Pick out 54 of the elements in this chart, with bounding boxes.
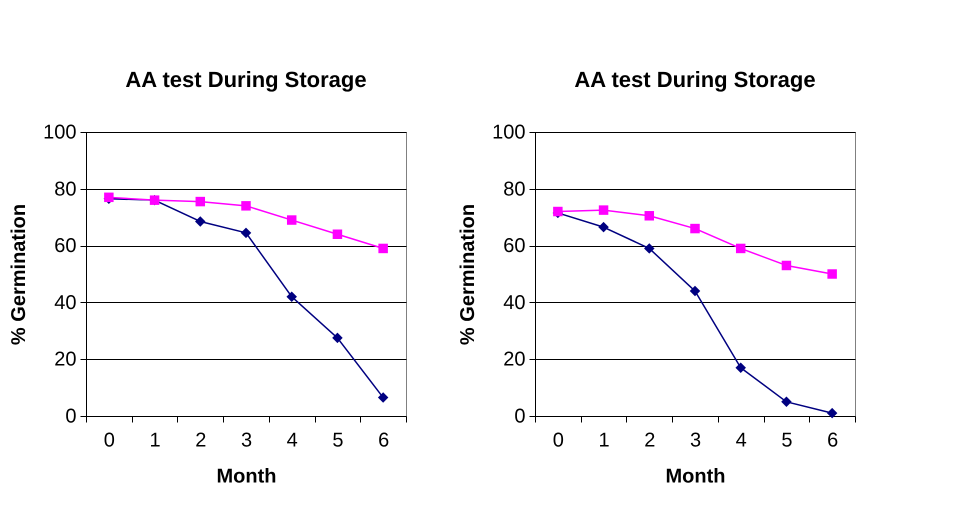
y-tick-label: 0 xyxy=(65,406,76,428)
chart-title: AA test During Storage xyxy=(125,67,367,92)
x-tick-label: 6 xyxy=(378,430,390,452)
point xyxy=(644,211,654,221)
point xyxy=(378,392,388,403)
point xyxy=(196,196,206,206)
y-tick-label: 80 xyxy=(54,178,76,200)
point xyxy=(781,396,792,408)
x-tick-label: 4 xyxy=(286,430,298,452)
point xyxy=(195,216,206,227)
x-tick-label: 3 xyxy=(690,430,702,452)
point xyxy=(378,244,388,254)
x-tick-label: 5 xyxy=(332,430,344,452)
y-tick-label: 40 xyxy=(503,292,526,314)
x-tick-label: 1 xyxy=(150,430,161,452)
x-tick-label: 1 xyxy=(598,430,610,452)
point xyxy=(690,286,700,296)
y-tick-label: 20 xyxy=(54,348,76,371)
x-axis-title: Month xyxy=(666,466,726,488)
point xyxy=(241,201,251,211)
point xyxy=(827,269,837,279)
point xyxy=(598,222,609,232)
y-axis-title: % Germination xyxy=(457,204,480,346)
x-tick-label: 2 xyxy=(195,430,206,452)
x-tick-label: 3 xyxy=(240,430,252,452)
point xyxy=(782,260,792,270)
y-tick-label: 20 xyxy=(503,348,526,371)
point xyxy=(598,205,608,215)
point xyxy=(690,224,700,234)
y-tick-label: 0 xyxy=(514,406,526,428)
point xyxy=(286,215,296,225)
y-tick-label: 60 xyxy=(503,235,526,258)
x-tick-label: 2 xyxy=(644,430,656,452)
point xyxy=(735,362,746,373)
x-tick-label: 0 xyxy=(104,430,115,452)
point xyxy=(286,291,297,302)
x-tick-label: 5 xyxy=(781,430,792,452)
point xyxy=(644,243,655,254)
y-tick-label: 80 xyxy=(503,178,526,200)
x-tick-label: 4 xyxy=(736,430,747,452)
y-tick-label: 60 xyxy=(54,235,76,258)
point xyxy=(826,408,838,418)
chart-title: AA test During Storage xyxy=(574,67,816,92)
point xyxy=(332,332,343,344)
x-tick-label: 0 xyxy=(552,430,564,452)
point xyxy=(332,229,342,239)
y-tick-label: 40 xyxy=(54,292,76,314)
point xyxy=(240,228,252,238)
point xyxy=(736,244,746,254)
y-axis-title: % Germination xyxy=(8,204,30,346)
x-tick-label: 6 xyxy=(827,430,838,452)
y-tick-label: 100 xyxy=(43,122,76,144)
x-axis-title: Month xyxy=(216,466,276,488)
y-tick-label: 100 xyxy=(492,122,526,144)
